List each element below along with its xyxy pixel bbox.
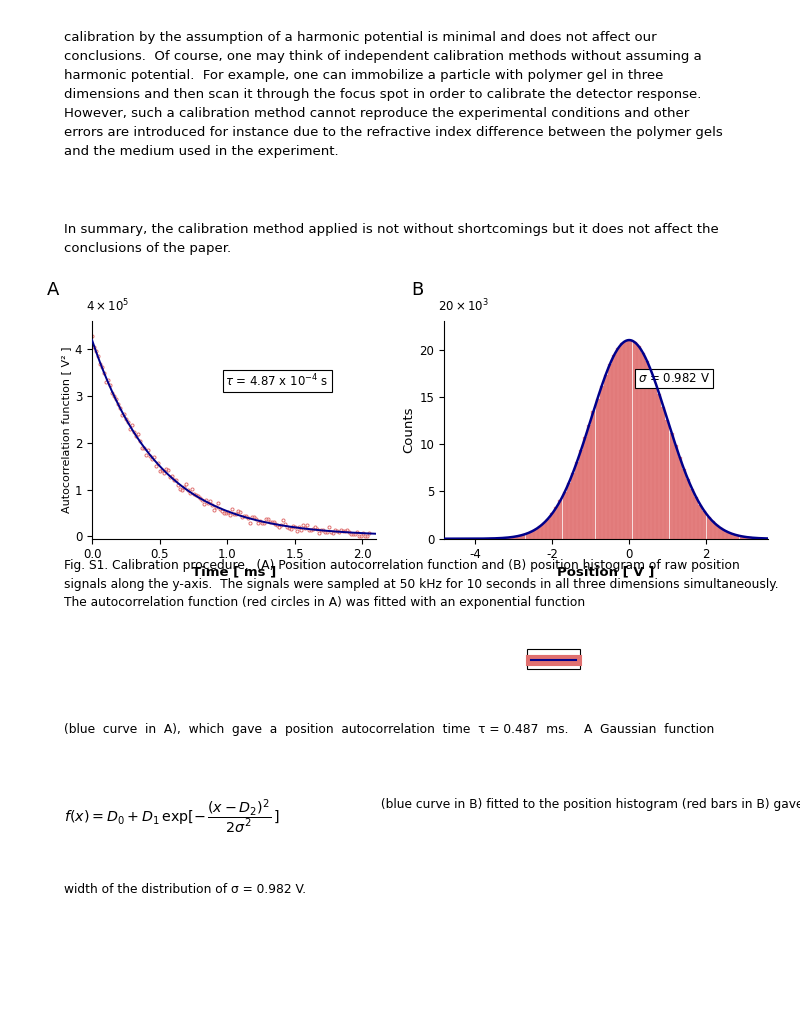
Bar [616, 348, 620, 539]
Bar [682, 469, 686, 539]
Bar [604, 375, 608, 539]
Bar [514, 537, 518, 539]
Bar [744, 537, 748, 539]
Bar [666, 420, 670, 539]
Bar [542, 523, 546, 539]
Bar [723, 530, 727, 539]
Bar [591, 411, 595, 539]
Bar [674, 445, 678, 539]
Text: $4\times10^5$: $4\times10^5$ [86, 298, 130, 315]
Bar [608, 365, 612, 539]
Bar [530, 531, 534, 539]
Y-axis label: Autocorrelation function [ V² ]: Autocorrelation function [ V² ] [61, 347, 70, 513]
X-axis label: Time [ ms ]: Time [ ms ] [192, 566, 276, 579]
Text: In summary, the calibration method applied is not without shortcomings but it do: In summary, the calibration method appli… [64, 223, 718, 255]
Text: B: B [412, 282, 424, 299]
Bar [706, 517, 710, 539]
Bar [702, 511, 706, 539]
Bar [526, 649, 580, 669]
Bar [690, 489, 694, 539]
Bar [698, 505, 702, 539]
Bar [629, 340, 633, 539]
Bar [562, 492, 566, 539]
Bar [518, 536, 522, 539]
Bar [739, 537, 743, 539]
Bar [583, 437, 587, 539]
Bar [637, 346, 641, 539]
Text: $\tau$ = 4.87 x 10$^{-4}$ s: $\tau$ = 4.87 x 10$^{-4}$ s [226, 373, 329, 390]
Bar [505, 538, 509, 539]
Bar [575, 462, 579, 539]
Bar [587, 425, 591, 539]
Bar [579, 450, 583, 539]
Bar [658, 394, 662, 539]
Bar [566, 483, 570, 539]
Bar [670, 433, 674, 539]
Text: A: A [46, 282, 59, 299]
Bar [620, 343, 624, 539]
Bar [633, 342, 637, 539]
Text: $20\times10^3$: $20\times10^3$ [438, 298, 489, 315]
Bar [550, 514, 554, 539]
Bar [538, 526, 542, 539]
Bar [641, 352, 645, 539]
Bar [694, 497, 698, 539]
Bar [624, 341, 628, 539]
Text: $\sigma$ = 0.982 V: $\sigma$ = 0.982 V [638, 372, 710, 385]
Bar [526, 534, 530, 539]
Bar [649, 371, 653, 539]
Bar [731, 535, 735, 539]
Bar [645, 361, 649, 539]
Bar [558, 500, 562, 539]
Bar [719, 528, 723, 539]
Bar [612, 355, 616, 539]
Text: (blue  curve  in  A),  which  gave  a  position  autocorrelation  time  τ = 0.48: (blue curve in A), which gave a position… [64, 723, 714, 737]
Bar [715, 525, 719, 539]
Bar [600, 386, 604, 539]
Bar [554, 508, 558, 539]
Bar [735, 536, 739, 539]
Bar [686, 480, 690, 539]
Bar [571, 473, 575, 539]
Bar [534, 529, 538, 539]
Bar [748, 538, 752, 539]
Bar [522, 535, 526, 539]
Text: Fig. S1. Calibration procedure.  (A) Position autocorrelation function and (B) p: Fig. S1. Calibration procedure. (A) Posi… [64, 559, 778, 609]
Bar [595, 399, 599, 539]
Bar [727, 533, 731, 539]
Text: width of the distribution of σ = 0.982 V.: width of the distribution of σ = 0.982 V… [64, 883, 306, 896]
Y-axis label: Counts: Counts [402, 407, 415, 453]
Text: calibration by the assumption of a harmonic potential is minimal and does not af: calibration by the assumption of a harmo… [64, 31, 722, 159]
Text: (blue curve in B) fitted to the position histogram (red bars in B) gave the: (blue curve in B) fitted to the position… [378, 798, 800, 811]
Bar [678, 458, 682, 539]
Bar [662, 406, 666, 539]
Bar [710, 521, 714, 539]
Text: $f(x) = D_0 + D_1\,\mathrm{exp}[-\,\dfrac{(x - D_2)^2}{2\sigma^2}\,]$: $f(x) = D_0 + D_1\,\mathrm{exp}[-\,\dfra… [64, 798, 279, 836]
Bar [509, 538, 513, 539]
Bar [653, 381, 657, 539]
X-axis label: Position [ V ]: Position [ V ] [558, 566, 654, 579]
Bar [546, 519, 550, 539]
